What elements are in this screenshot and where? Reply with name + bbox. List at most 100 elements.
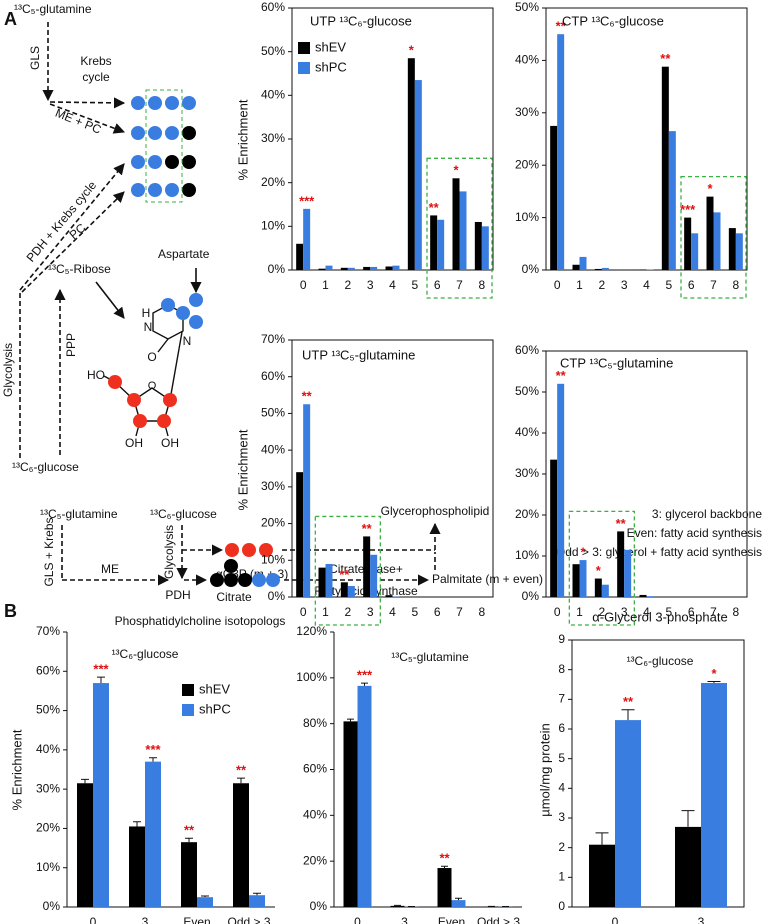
error-bar	[361, 682, 368, 686]
x-tick-label: 6	[688, 605, 695, 619]
error-bar	[253, 892, 261, 896]
bar	[370, 266, 378, 270]
significance-label: *	[596, 563, 602, 578]
significance-label: **	[439, 851, 450, 866]
metabolite: ¹³C₅-Ribose	[48, 262, 111, 276]
x-tick-label: 7	[710, 605, 717, 619]
x-tick-label: Even	[438, 915, 465, 924]
significance-label: **	[556, 368, 567, 383]
y-tick-label: 5	[558, 751, 565, 765]
x-tick-label: 4	[389, 278, 396, 292]
panel-label: B	[4, 601, 17, 621]
legend-swatch	[182, 684, 194, 696]
pathway-label: cycle	[82, 70, 110, 84]
error-bar	[595, 832, 609, 845]
error-bar	[347, 718, 354, 722]
error-bar	[81, 778, 89, 784]
arrow	[49, 97, 126, 109]
error-bar	[621, 709, 635, 721]
error-bar	[149, 757, 157, 762]
pathway-label: ME	[101, 562, 119, 576]
bar	[181, 842, 197, 907]
legend-swatch	[298, 42, 310, 54]
y-tick-label: 80%	[303, 716, 327, 730]
atom: N	[183, 334, 192, 348]
bar	[93, 683, 109, 907]
bar	[713, 212, 721, 270]
y-tick-label: 100%	[296, 670, 327, 684]
bar	[385, 266, 393, 270]
enzyme-label: PDH	[165, 588, 190, 602]
significance-label: **	[616, 516, 627, 531]
significance-label: **	[623, 694, 634, 709]
significance-label: *	[711, 666, 717, 681]
legend-swatch	[298, 62, 310, 74]
bar	[624, 549, 632, 597]
y-tick-label: 8	[558, 662, 565, 676]
x-tick-label: 6	[434, 278, 441, 292]
pathway-label: PPP	[64, 333, 78, 357]
y-tick-label: 20%	[261, 516, 285, 530]
x-tick-label: 7	[456, 278, 463, 292]
bar	[639, 269, 647, 270]
y-tick-label: 0%	[310, 899, 328, 913]
x-tick-label: 1	[576, 278, 583, 292]
bar	[617, 531, 625, 597]
bar	[684, 217, 692, 270]
bar	[572, 264, 580, 270]
x-tick-label: 3	[367, 605, 374, 619]
bar	[303, 404, 311, 597]
highlight-box	[314, 515, 381, 626]
bar	[77, 783, 93, 907]
y-tick-label: 10%	[515, 210, 539, 224]
bar	[646, 596, 654, 597]
bar	[370, 554, 378, 597]
highlight-box	[680, 175, 747, 299]
arrow	[95, 281, 125, 319]
y-tick-label: 0%	[43, 899, 61, 913]
y-tick-label: 20%	[261, 175, 285, 189]
highlight-box	[568, 510, 635, 626]
atom: H	[142, 306, 151, 320]
bar	[557, 34, 565, 271]
diagram-a: A ¹³C₅-glutamine GLS Krebs cycle ME + PC…	[1, 2, 210, 474]
bar	[601, 584, 609, 597]
bar	[145, 761, 161, 907]
significance-label: ***	[145, 742, 161, 757]
x-tick-label: 0	[300, 605, 307, 619]
y-tick-label: 0%	[522, 589, 540, 603]
x-tick-label: 5	[665, 605, 672, 619]
y-tick-label: 9	[558, 632, 565, 646]
y-tick-label: 50%	[261, 406, 285, 420]
metabolite: ¹³C₆-glucose	[150, 507, 217, 521]
bar	[639, 594, 647, 597]
significance-label: ***	[357, 668, 373, 683]
pathway-label: Glycolysis	[1, 343, 15, 397]
error-bar	[455, 897, 462, 901]
bar	[437, 219, 445, 270]
y-tick-label: 70%	[36, 624, 60, 638]
x-tick-label: 4	[389, 605, 396, 619]
y-tick-label: 0%	[268, 262, 286, 276]
error-bar	[681, 810, 695, 827]
bar	[557, 383, 565, 597]
bar	[594, 578, 602, 597]
metabolite: ¹³C₅-glutamine	[40, 507, 118, 521]
y-tick-label: 60%	[261, 0, 285, 14]
note: Odd > 3: glycerol + fatty acid synthesis	[556, 545, 762, 559]
y-tick-label: 30%	[36, 781, 60, 795]
bar	[414, 80, 422, 270]
bar	[233, 783, 249, 907]
x-tick-label: 3	[367, 278, 374, 292]
highlight-box	[426, 157, 493, 299]
significance-label: *	[580, 545, 586, 560]
atom: O	[147, 350, 156, 364]
metabolite: Citrate	[216, 590, 252, 604]
y-tick-label: 40%	[261, 442, 285, 456]
significance-label: *	[453, 163, 459, 178]
y-tick-label: 20%	[515, 507, 539, 521]
error-bar	[97, 676, 105, 684]
bar	[318, 567, 326, 597]
legend-swatch	[182, 704, 194, 716]
note: Even: fatty acid synthesis	[627, 526, 762, 540]
